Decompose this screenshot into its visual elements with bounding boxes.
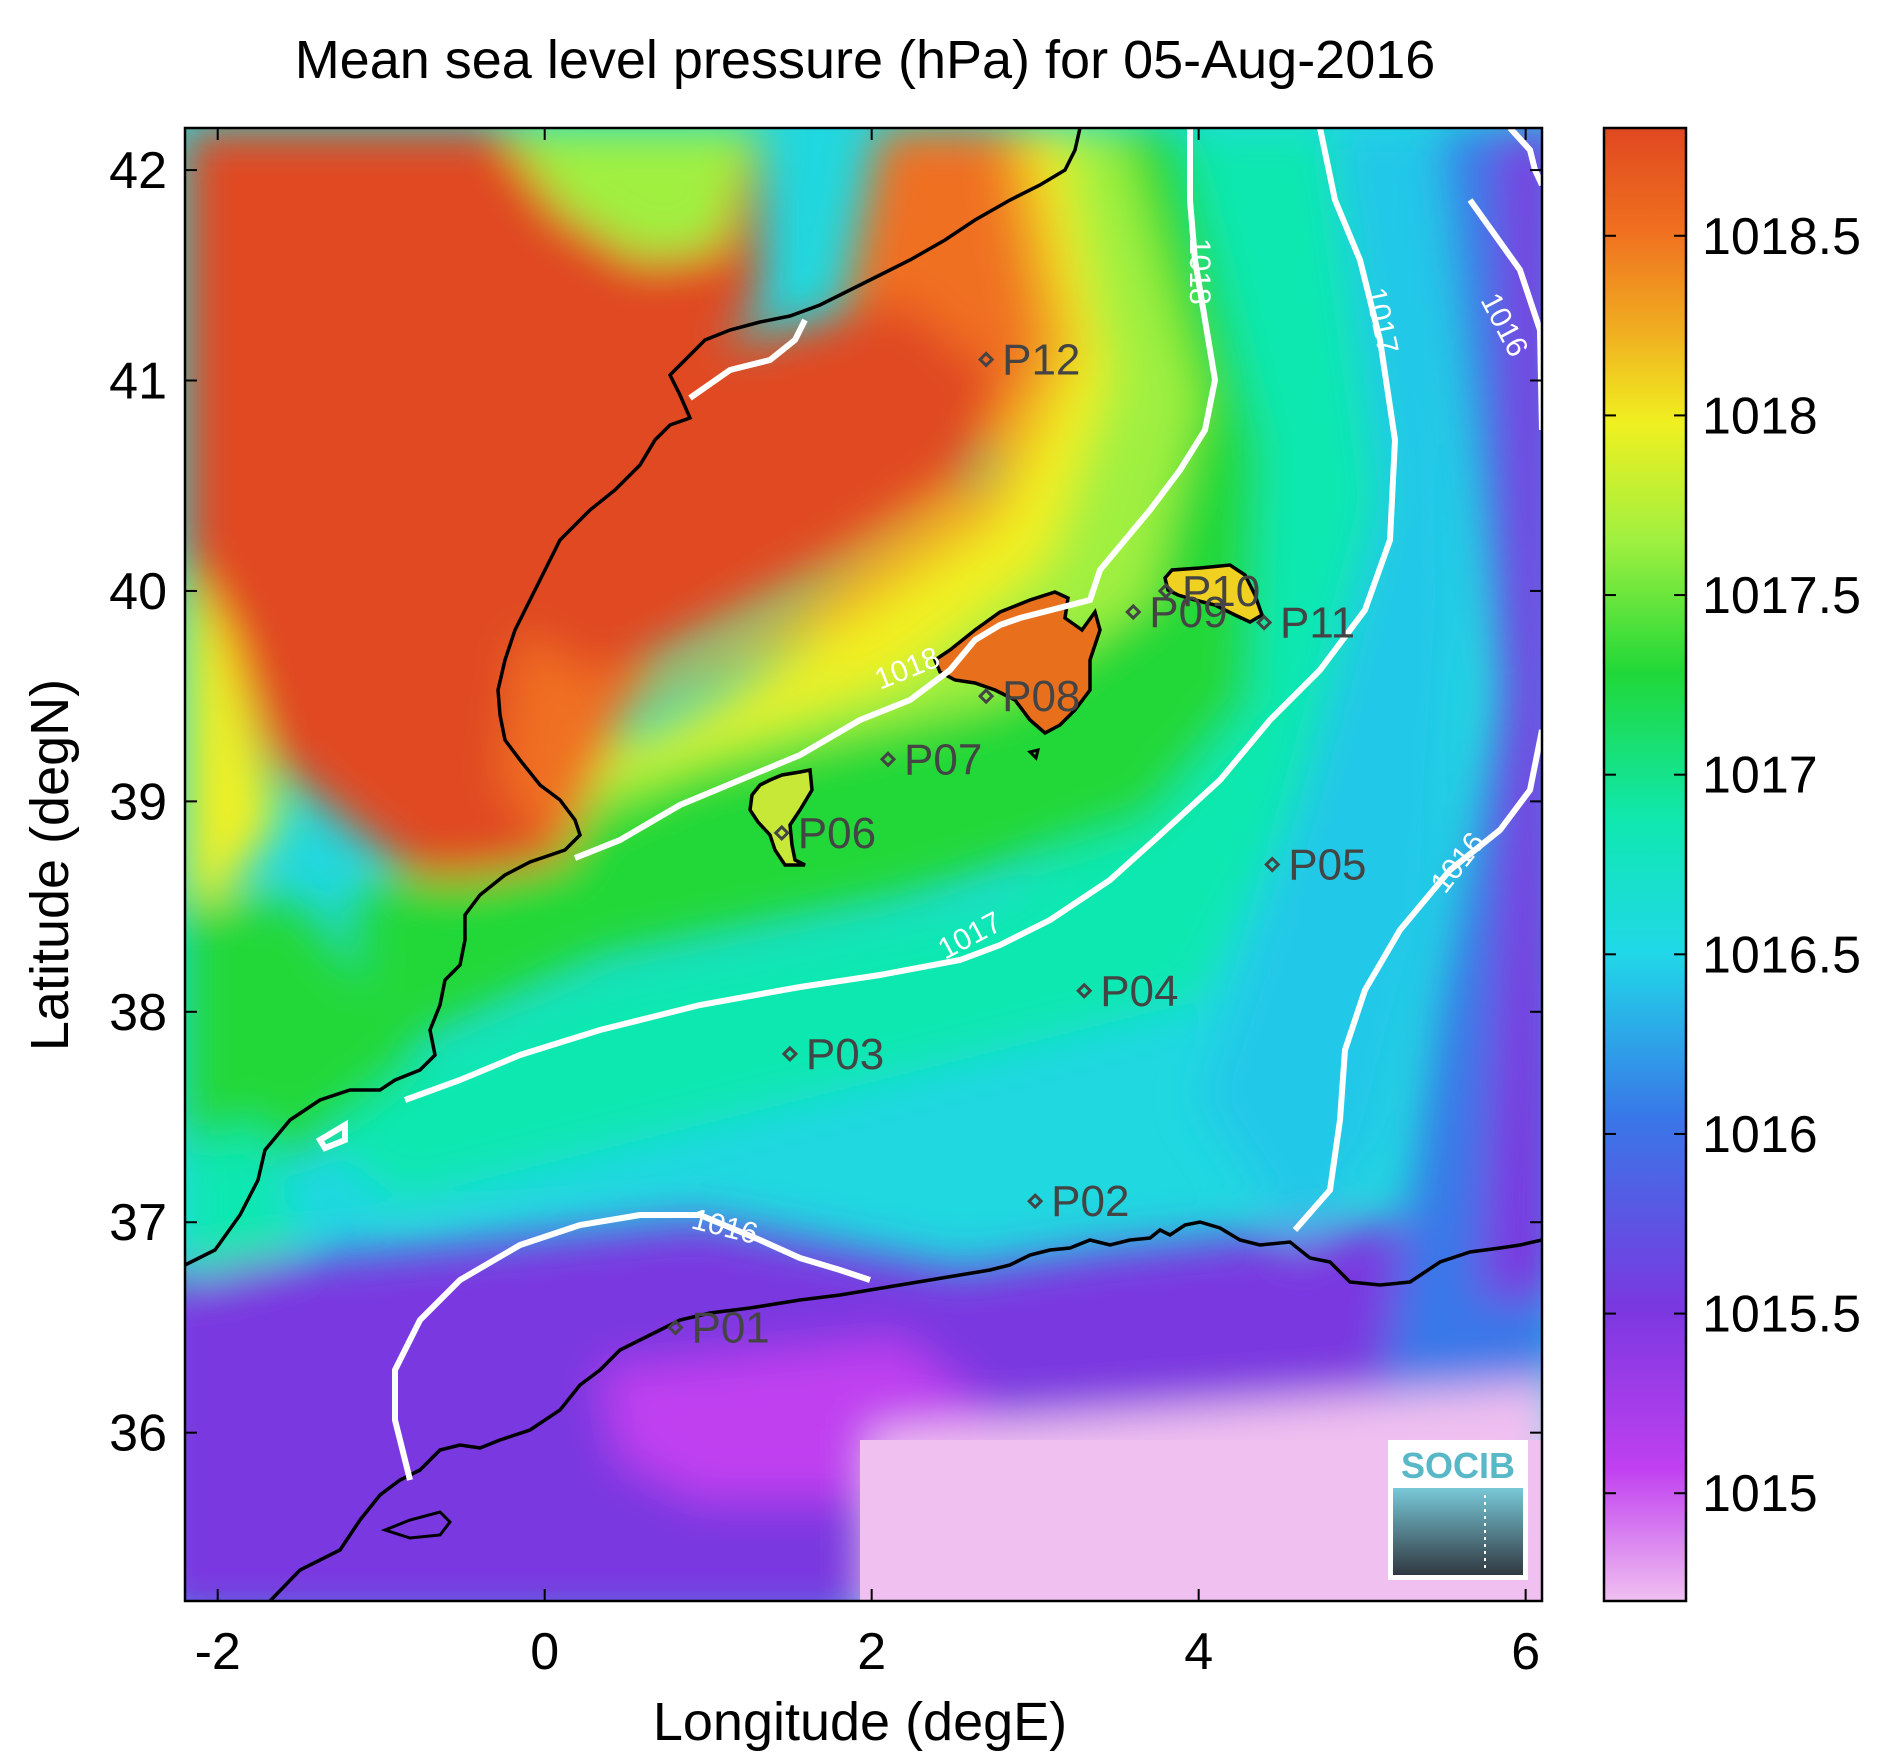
colorbar-tick-label: 1017: [1702, 747, 1818, 805]
isobar-1017: [403, 128, 1399, 1103]
station-marker: [1027, 1193, 1044, 1210]
y-tick-label: 41: [109, 353, 167, 411]
y-tick-label: 42: [109, 142, 167, 200]
isobar-1018: [573, 128, 1219, 861]
isobar-1016-ne: [1507, 128, 1542, 187]
colorbar-tick-label: 1015.5: [1702, 1286, 1861, 1344]
station-p12: P12: [977, 335, 1080, 384]
station-marker: [879, 751, 897, 768]
station-label: P01: [691, 1303, 769, 1352]
station-p07: P07: [879, 735, 982, 784]
map-frame: [183, 126, 1544, 1603]
socib-logo-text: SOCIB: [1401, 1445, 1515, 1486]
colorbar-tick-label: 1017.5: [1702, 567, 1861, 625]
pressure-field: 1018 1018 1017 1017 1016 1016 1016 P01P0…: [185, 128, 1542, 1601]
station-label: P02: [1051, 1177, 1129, 1226]
island-ibiza: [748, 767, 814, 867]
y-tick-label: 38: [109, 984, 167, 1042]
station-marker: [977, 351, 995, 368]
station-p10: P10: [1157, 567, 1260, 616]
colorbar-tick-label: 1018: [1702, 387, 1818, 445]
x-tick-label: 2: [857, 1623, 886, 1681]
coastline-africa: [268, 1220, 1542, 1601]
socib-logo: SOCIB: [1388, 1440, 1528, 1580]
colorbar-tick-label: 1016: [1702, 1106, 1818, 1164]
colorbar: [1602, 126, 1688, 1603]
x-tick-label: 4: [1184, 1623, 1213, 1681]
station-p03: P03: [781, 1030, 884, 1079]
coastline-iberia: [185, 128, 1082, 1267]
station-marker: [781, 1045, 799, 1063]
isobar-1016-east: [1292, 729, 1542, 1232]
station-p11: P11: [1255, 599, 1355, 648]
x-axis: -2 0 2 4 6: [195, 128, 1540, 1681]
y-axis: 36 37 38 39 40 41 42: [109, 142, 1542, 1463]
island-alboran: [380, 1510, 452, 1540]
station-label: P10: [1182, 567, 1260, 616]
station-marker: [667, 1319, 684, 1336]
x-tick-label: -2: [195, 1623, 241, 1681]
isobar-closed-small: [315, 1119, 348, 1152]
station-label: P04: [1100, 967, 1178, 1016]
station-label: P07: [904, 735, 982, 784]
isobar-1018-north: [688, 318, 808, 401]
y-tick-label: 37: [109, 1194, 167, 1252]
island-mallorca: [932, 590, 1102, 736]
colorbar-ticks: 1015 1015.5 1016 1016.5 1017 1017.5 1018 1018.5: [1604, 208, 1861, 1523]
isobar-label: 1018: [1183, 238, 1216, 305]
station-p09: P09: [1125, 588, 1228, 637]
island-menorca: [1163, 563, 1265, 624]
chart-title: Mean sea level pressure (hPa) for 05-Aug…: [295, 30, 1436, 90]
station-p02: P02: [1027, 1177, 1129, 1226]
y-tick-label: 36: [109, 1405, 167, 1463]
colorbar-tick-label: 1018.5: [1702, 208, 1861, 266]
isobar-1016-south: [392, 1212, 871, 1481]
station-p05: P05: [1264, 841, 1367, 890]
station-label: P05: [1288, 841, 1366, 890]
station-marker: [1255, 614, 1273, 631]
station-marker: [1076, 982, 1093, 999]
x-tick-label: 0: [530, 1623, 559, 1681]
station-label: P06: [798, 809, 876, 858]
station-label: P08: [1002, 672, 1080, 721]
y-axis-label: Latitude (degN): [20, 679, 80, 1051]
isobars: [315, 128, 1542, 1481]
station-p04: P04: [1076, 967, 1179, 1016]
island-cabrera: [1027, 747, 1041, 761]
station-label: P12: [1002, 335, 1080, 384]
colorbar-tick-label: 1015: [1702, 1465, 1818, 1523]
station-p08: P08: [977, 672, 1080, 721]
station-marker: [977, 688, 995, 705]
station-label: P09: [1149, 588, 1227, 637]
station-marker: [1264, 856, 1281, 873]
colorbar-tick-label: 1016.5: [1702, 926, 1861, 984]
x-axis-label: Longitude (degE): [653, 1692, 1067, 1752]
station-p01: P01: [667, 1303, 770, 1352]
station-marker: [773, 824, 790, 842]
y-tick-label: 39: [109, 773, 167, 831]
station-p06: P06: [773, 809, 876, 858]
station-label: P03: [806, 1030, 884, 1079]
station-marker: [1157, 582, 1175, 600]
station-marker: [1125, 603, 1142, 621]
station-label: P11: [1280, 599, 1355, 648]
y-tick-label: 40: [109, 563, 167, 621]
x-tick-label: 6: [1511, 1623, 1540, 1681]
